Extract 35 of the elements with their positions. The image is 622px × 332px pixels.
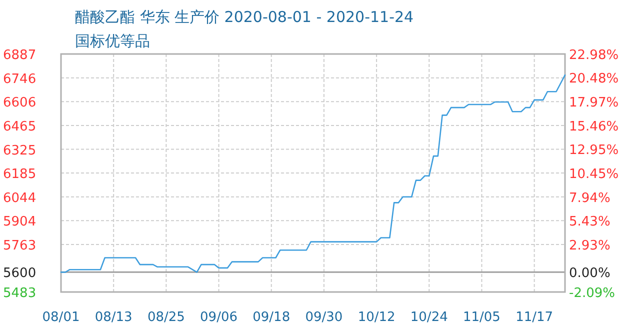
y-tick-label: 5763 [3,238,36,254]
x-tick-label: 08/13 [94,310,132,325]
x-tick-label: 11/17 [516,310,554,325]
x-tick-label: 10/12 [358,310,396,325]
y2-tick-label: 5.43% [569,214,610,230]
x-tick-label: 09/18 [252,310,290,325]
line-series [60,74,566,273]
y2-tick-label: 17.97% [569,96,619,111]
chart-title: 醋酸乙酯 华东 生产价 2020-08-01 - 2020-11-24 [75,8,414,26]
y-tick-label: 6606 [3,96,36,111]
x-tick-label: 10/24 [410,310,448,325]
y2-tick-label: 15.46% [569,119,619,134]
y2-tick-label: 20.48% [569,72,619,87]
x-tick-label: 11/05 [462,310,500,325]
y2-tick-label: -2.09% [569,286,615,301]
y2-tick-label: 12.95% [569,143,619,158]
x-tick-label: 09/30 [305,310,343,325]
y-tick-label: 5483 [3,286,36,301]
y-tick-label: 6185 [3,167,36,182]
y-tick-label: 6465 [3,120,36,135]
x-tick-label: 09/06 [200,310,238,325]
y-tick-label: 6325 [3,143,36,158]
y-tick-label: 6887 [3,48,36,63]
y-tick-label: 6044 [3,190,36,206]
y-tick-label: 5904 [3,214,36,230]
y2-tick-label: 2.93% [569,238,610,254]
y-tick-label: 5600 [3,266,36,282]
y2-tick-label: 7.94% [569,190,610,206]
y2-tick-label: 0.00% [569,266,610,282]
y-tick-label: 6746 [3,72,36,87]
y2-tick-label: 10.45% [569,166,619,182]
x-tick-label: 08/25 [147,310,185,325]
chart-subtitle: 国标优等品 [75,32,150,50]
x-tick-label: 08/01 [42,310,80,325]
y2-tick-label: 22.98% [569,48,619,63]
